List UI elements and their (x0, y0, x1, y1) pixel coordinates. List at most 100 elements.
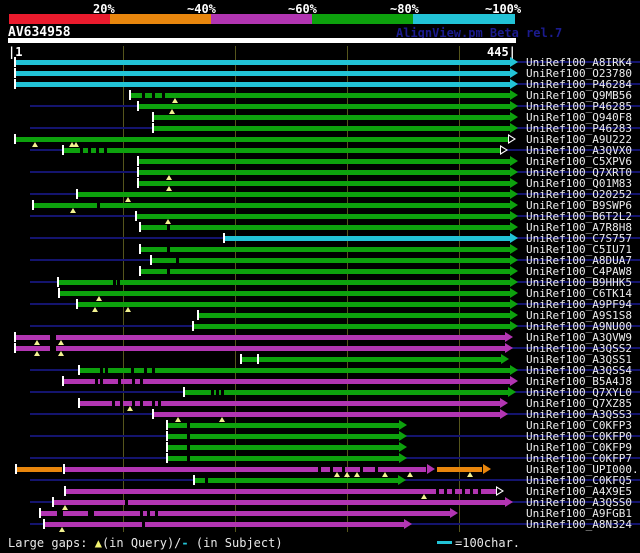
alignment-bar[interactable] (137, 181, 510, 186)
row-label[interactable]: UniRef100_Q7XYL0 (526, 386, 632, 399)
alignment-bar[interactable] (197, 313, 510, 318)
alignment-bar[interactable] (129, 93, 510, 98)
row-label[interactable]: UniRef100_P46285 (526, 100, 632, 113)
row-label[interactable]: UniRef100_A3QVW9 (526, 331, 632, 344)
mismatch-tick (105, 368, 108, 373)
alignment-bar[interactable] (14, 82, 510, 87)
alignment-bar[interactable] (139, 269, 510, 274)
alignment-bar[interactable] (78, 368, 510, 373)
row-label[interactable]: UniRef100_A3QSS3 (526, 408, 632, 421)
alignment-bar[interactable] (193, 478, 398, 483)
segment-start-tick (14, 134, 16, 144)
alignment-bar[interactable] (14, 346, 505, 351)
alignment-bar[interactable] (52, 500, 505, 505)
alignment-bar[interactable] (76, 302, 510, 307)
alignment-bar[interactable] (43, 522, 404, 527)
row-label[interactable]: UniRef100_A8IRK4 (526, 56, 632, 69)
row-label[interactable]: UniRef100_O20252 (526, 188, 632, 201)
mismatch-tick (118, 379, 121, 384)
row-label[interactable]: UniRef100_B6T2L2 (526, 210, 632, 223)
row-label[interactable]: UniRef100_UPI000.. (526, 463, 640, 476)
alignment-bar[interactable] (135, 214, 510, 219)
alignment-row: UniRef100_P46284 (0, 78, 640, 91)
alignment-bar[interactable] (152, 115, 510, 120)
row-label[interactable]: UniRef100_B9SWP6 (526, 199, 632, 212)
row-label[interactable]: UniRef100_A8N324 (526, 518, 632, 531)
row-label[interactable]: UniRef100_A3QVX0 (526, 144, 632, 157)
row-label[interactable]: UniRef100_A4X9E5 (526, 485, 632, 498)
alignment-arrow-icon (510, 178, 518, 188)
mismatch-tick (470, 489, 473, 494)
alignment-bar[interactable] (139, 247, 510, 252)
alignment-bar[interactable] (15, 467, 62, 472)
alignment-bar[interactable] (137, 104, 510, 109)
alignment-bar[interactable] (64, 489, 496, 494)
alignment-arrow-inner (497, 488, 502, 494)
alignment-bar[interactable] (166, 434, 399, 439)
row-label[interactable]: UniRef100_C7S757 (526, 232, 632, 245)
alignment-bar[interactable] (166, 445, 399, 450)
row-label[interactable]: UniRef100_C4PAW8 (526, 265, 632, 278)
row-label[interactable]: UniRef100_A9FGB1 (526, 507, 632, 520)
row-label[interactable]: UniRef100_C6TK14 (526, 287, 632, 300)
alignment-bar[interactable] (14, 335, 505, 340)
alignment-bar[interactable] (137, 170, 510, 175)
alignment-row: UniRef100_C5XPV6 (0, 155, 640, 168)
row-label[interactable]: UniRef100_C0KFP3 (526, 419, 632, 432)
row-label[interactable]: UniRef100_O23780 (526, 67, 632, 80)
alignment-bar[interactable] (14, 137, 508, 142)
row-label[interactable]: UniRef100_A9S1S8 (526, 309, 632, 322)
row-label[interactable]: UniRef100_C5IU71 (526, 243, 632, 256)
row-label[interactable]: UniRef100_Q9MB56 (526, 89, 632, 102)
alignment-bar[interactable] (137, 159, 510, 164)
alignment-bar[interactable] (150, 258, 510, 263)
alignment-bar[interactable] (152, 412, 500, 417)
row-label[interactable]: UniRef100_A9U222 (526, 133, 632, 146)
row-label[interactable]: UniRef100_P46284 (526, 78, 632, 91)
row-label[interactable]: UniRef100_A7R8H8 (526, 221, 632, 234)
query-gap-triangle-icon (73, 142, 79, 147)
alignment-bar[interactable] (166, 423, 399, 428)
alignment-bar[interactable] (32, 203, 510, 208)
row-label[interactable]: UniRef100_A3QSS2 (526, 342, 632, 355)
alignment-bar[interactable] (437, 467, 482, 472)
alignment-bar[interactable] (183, 390, 508, 395)
alignment-bar[interactable] (152, 126, 510, 131)
row-label[interactable]: UniRef100_B5A4J8 (526, 375, 632, 388)
row-label[interactable]: UniRef100_Q7XRT0 (526, 166, 632, 179)
alignment-bar[interactable] (223, 236, 510, 241)
row-label[interactable]: UniRef100_C5XPV6 (526, 155, 632, 168)
row-label[interactable]: UniRef100_A8DUA7 (526, 254, 632, 267)
row-label[interactable]: UniRef100_C0KFP7 (526, 452, 632, 465)
mismatch-tick (50, 335, 53, 340)
row-label[interactable]: UniRef100_A3QSS4 (526, 364, 632, 377)
alignment-bar[interactable] (62, 379, 510, 384)
alignment-bar[interactable] (192, 324, 510, 329)
alignment-bar[interactable] (57, 280, 510, 285)
alignment-bar[interactable] (14, 71, 510, 76)
alignment-bar[interactable] (240, 357, 501, 362)
alignment-bar[interactable] (166, 456, 399, 461)
alignment-bar[interactable] (64, 467, 426, 472)
alignment-row: UniRef100_A7R8H8 (0, 221, 640, 234)
row-label[interactable]: UniRef100_A9PF94 (526, 298, 632, 311)
row-label[interactable]: UniRef100_Q01M83 (526, 177, 632, 190)
alignment-bar[interactable] (78, 401, 500, 406)
alignment-bar[interactable] (14, 60, 510, 65)
alignment-bar[interactable] (39, 511, 450, 516)
mismatch-tick (53, 335, 56, 340)
row-label[interactable]: UniRef100_Q7XZ85 (526, 397, 632, 410)
row-label[interactable]: UniRef100_A3QSS0 (526, 496, 632, 509)
row-label[interactable]: UniRef100_A9NU00 (526, 320, 632, 333)
row-label[interactable]: UniRef100_Q940F8 (526, 111, 632, 124)
row-label[interactable]: UniRef100_C0KFQ5 (526, 474, 632, 487)
alignment-bar[interactable] (58, 291, 510, 296)
row-label[interactable]: UniRef100_A3QSS1 (526, 353, 632, 366)
row-label[interactable]: UniRef100_C0KFP9 (526, 441, 632, 454)
alignment-bar[interactable] (62, 148, 500, 153)
alignment-bar[interactable] (139, 225, 510, 230)
row-label[interactable]: UniRef100_P46283 (526, 122, 632, 135)
row-label[interactable]: UniRef100_B9HHK5 (526, 276, 632, 289)
alignment-bar[interactable] (76, 192, 510, 197)
row-label[interactable]: UniRef100_C0KFP0 (526, 430, 632, 443)
